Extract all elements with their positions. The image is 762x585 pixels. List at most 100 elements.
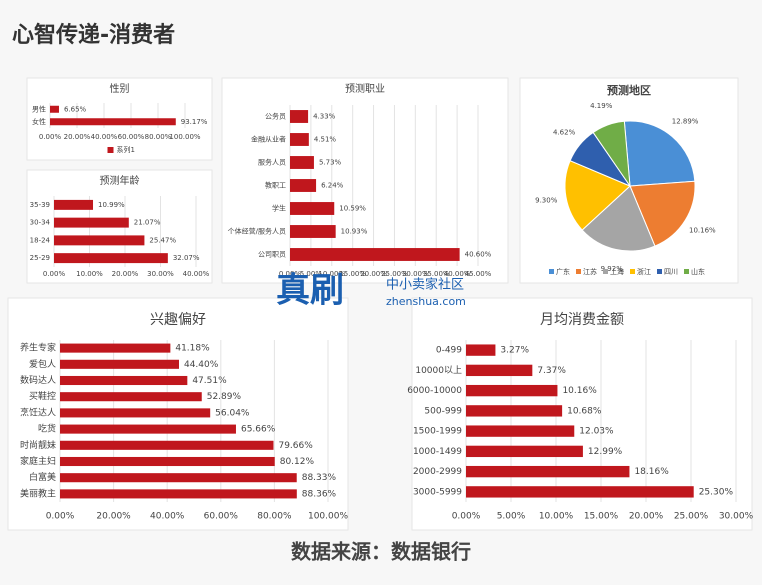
x-tick-label: 20.00% [96,512,131,522]
value-label: 88.33% [302,473,337,483]
x-tick-label: 80.00% [145,133,172,141]
x-tick-label: 0.00% [46,512,75,522]
legend-label: 广东 [556,267,570,276]
x-tick-label: 5.00% [497,512,526,522]
x-tick-label: 45.00% [465,270,492,278]
y-tick-label: 25-29 [30,254,50,262]
legend-label: 江苏 [583,267,597,276]
x-tick-label: 35.00% [423,270,450,278]
value-label: 4.19% [590,102,613,110]
y-tick-label: 30-34 [30,219,51,227]
y-tick-label: 35-39 [30,201,50,209]
value-label: 32.07% [173,254,200,262]
bar [54,199,94,210]
watermark-brand: 真刷 [276,271,344,311]
y-tick-label: 18-24 [30,236,51,244]
value-label: 56.04% [215,408,250,418]
x-tick-label: 30.00% [402,270,429,278]
pie-slice [581,185,656,252]
chart-title: 预测职业 [345,82,385,95]
x-tick-label: 60.00% [204,512,239,522]
bar [290,202,335,215]
y-tick-label: 1500-1999 [413,427,462,437]
bar [54,217,129,228]
chart-title: 性别 [110,82,130,95]
bar [466,425,575,437]
y-tick-label: 2000-2999 [413,467,462,477]
value-label: 25.30% [699,487,734,497]
value-label: 80.12% [280,457,315,467]
bar [60,375,188,386]
value-label: 4.62% [553,128,576,136]
pie-slice [564,160,631,231]
y-tick-label: 服务人员 [258,158,286,167]
y-tick-label: 公务员 [265,112,286,121]
value-label: 12.89% [672,117,699,125]
y-tick-label: 3000-5999 [413,487,462,497]
y-tick-label: 家庭主妇 [20,455,56,467]
value-label: 5.73% [319,159,342,167]
x-tick-label: 0.00% [43,270,66,278]
bar [60,408,211,418]
y-tick-label: 0-499 [436,346,462,356]
value-label: 18.16% [634,467,669,477]
bar [60,424,236,434]
y-tick-label: 1000-1499 [413,447,462,457]
value-label: 21.07% [134,219,161,227]
y-tick-label: 教职工 [265,181,286,190]
bar [60,392,202,402]
y-tick-label: 女性 [32,117,46,126]
value-label: 12.03% [579,427,614,437]
bar [466,344,496,356]
y-tick-label: 500-999 [424,406,462,416]
x-tick-label: 20.00% [112,270,139,278]
y-tick-label: 公司职员 [258,251,286,259]
y-tick-label: 个体经营/服务人员 [228,227,286,236]
x-tick-label: 0.00% [452,512,481,522]
x-tick-label: 40.00% [183,270,210,278]
pie-slice [629,180,696,247]
value-label: 9.92% [601,265,624,273]
chart-title: 预测地区 [607,83,651,97]
x-tick-label: 0.00% [279,270,302,278]
x-tick-label: 80.00% [257,512,292,522]
x-tick-label: 25.00% [674,512,709,522]
bar [466,405,563,417]
value-label: 88.36% [302,489,337,499]
pie-slice [623,120,696,187]
value-label: 79.66% [278,441,313,451]
value-label: 6.65% [64,105,87,113]
value-label: 10.59% [339,205,366,213]
bar [60,489,297,499]
x-tick-label: 30.00% [719,512,754,522]
y-tick-label: 爱包人 [29,358,56,370]
source: 数据来源：数据银行 [291,540,471,564]
value-label: 6.24% [321,182,344,190]
x-tick-label: 10.00% [539,512,574,522]
legend-swatch [576,269,581,274]
bar [50,105,59,113]
x-tick-label: 100.00% [308,512,348,522]
y-tick-label: 时尚靓妹 [20,439,56,451]
y-tick-label: 美丽教主 [20,487,56,499]
bar [466,465,630,478]
value-label: 10.16% [562,386,597,396]
bar [60,359,179,369]
page-title: 心智传递-消费者 [12,22,175,48]
x-tick-label: 10.00% [318,270,345,278]
value-label: 10.99% [98,201,125,209]
bar [466,384,558,397]
x-tick-label: 60.00% [118,133,145,141]
x-tick-label: 5.00% [300,270,323,278]
legend-swatch [603,269,608,274]
bar [466,364,533,377]
value-label: 93.17% [181,118,208,126]
x-tick-label: 0.00% [39,133,62,141]
value-label: 3.27% [500,346,529,356]
x-tick-label: 40.00% [150,512,185,522]
bar [290,110,309,123]
value-label: 65.66% [241,425,276,435]
chart-title: 兴趣偏好 [150,312,206,328]
x-tick-label: 15.00% [584,512,619,522]
